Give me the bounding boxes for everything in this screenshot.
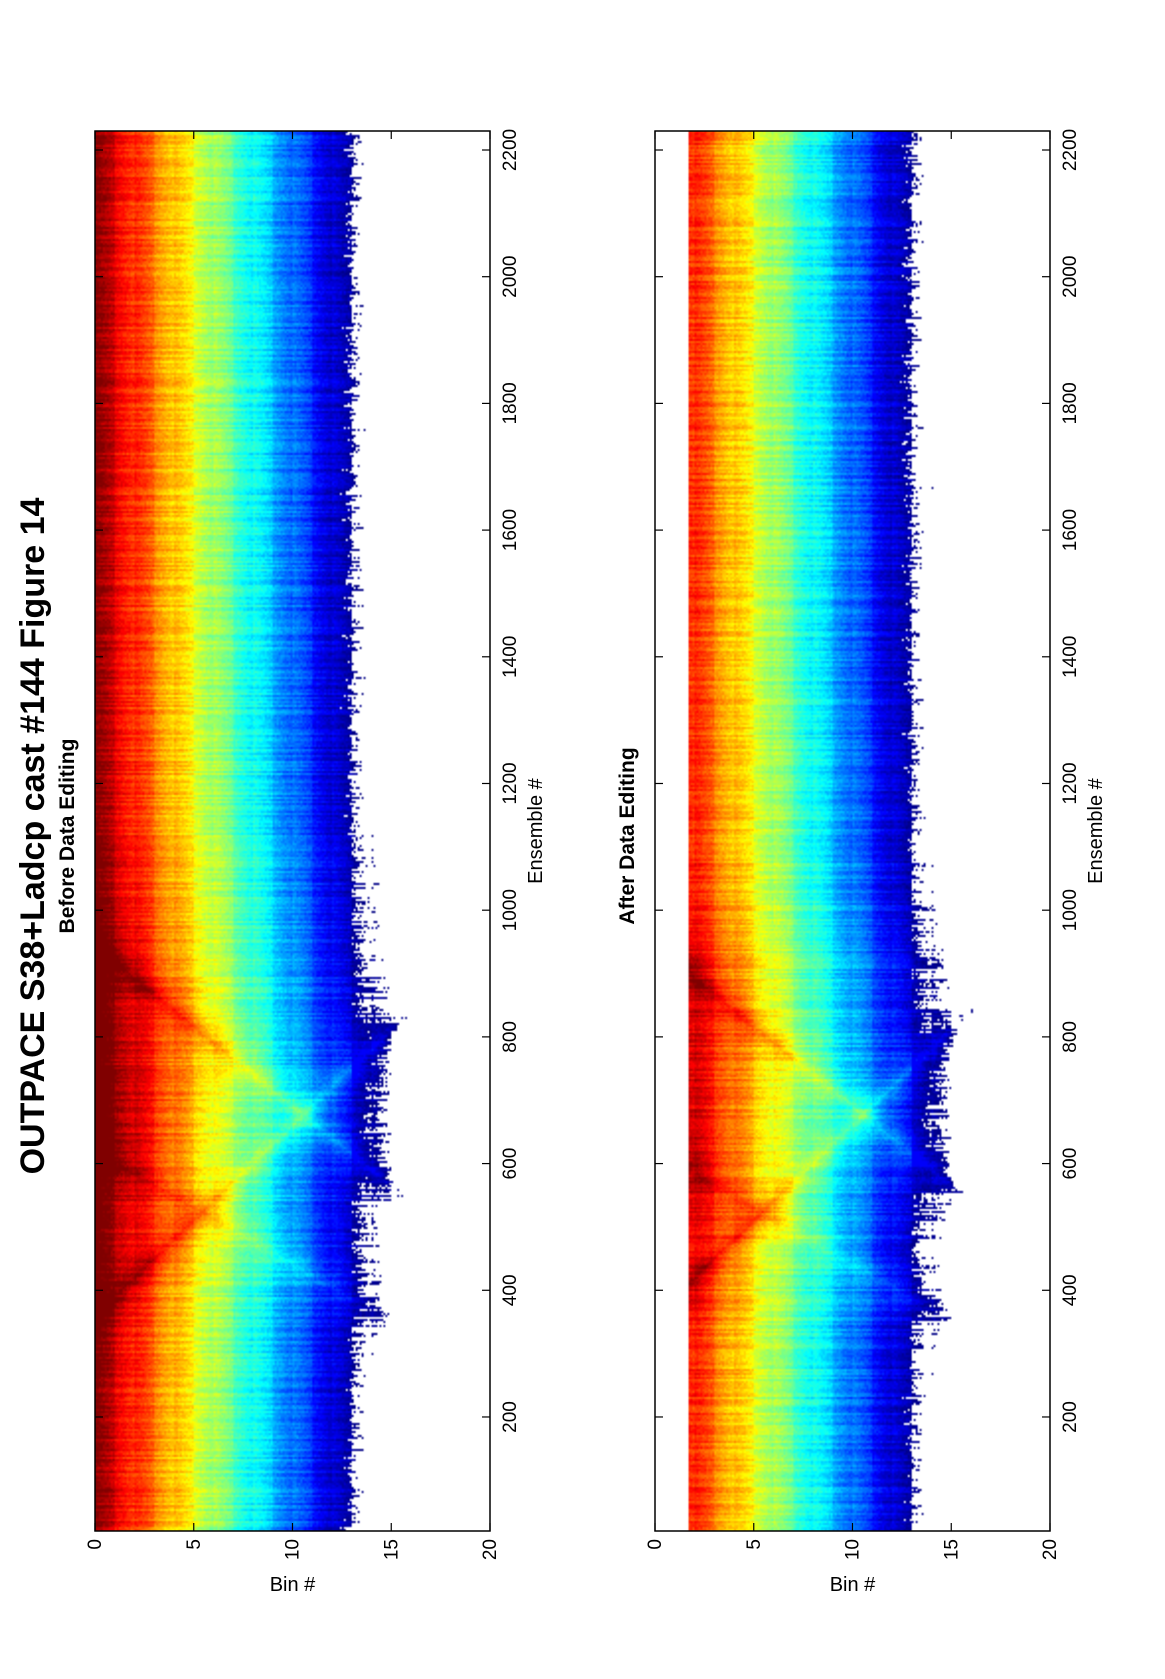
x-tick-label: 1200	[500, 762, 521, 804]
heatmap-image-after	[655, 131, 1050, 1531]
heatmap-panel-after: After Data Editing 200400600800100012001…	[616, 129, 1107, 1596]
x-tick-label: 200	[1060, 1401, 1081, 1433]
y-tick-label: 5	[744, 1539, 765, 1550]
y-tick-label: 5	[184, 1539, 205, 1550]
x-tick-label: 1000	[500, 889, 521, 931]
x-tick-label: 1200	[1060, 762, 1081, 804]
x-tick-label: 1400	[500, 636, 521, 678]
x-tick-label: 400	[1060, 1274, 1081, 1306]
figure-title: OUTPACE S38+Ladcp cast #144 Figure 14	[14, 498, 52, 1175]
y-tick-label: 0	[645, 1539, 666, 1550]
x-tick-label: 800	[1060, 1021, 1081, 1053]
panel-title-before: Before Data Editing	[56, 739, 79, 934]
y-axis-label-after: Bin #	[830, 1574, 876, 1596]
heatmap-image-before	[95, 131, 490, 1531]
y-tick-label: 20	[1040, 1539, 1061, 1560]
x-tick-label: 1600	[1060, 509, 1081, 551]
x-tick-label: 2200	[500, 129, 521, 171]
y-tick-label: 20	[480, 1539, 501, 1560]
y-tick-label: 15	[941, 1539, 962, 1560]
panel-title-after: After Data Editing	[616, 747, 639, 924]
y-tick-label: 10	[283, 1539, 304, 1560]
y-axis-label-before: Bin #	[270, 1574, 316, 1596]
heatmap-panel-before: Before Data Editing 20040060080010001200…	[56, 129, 547, 1596]
x-axis-label-after: Ensemble #	[1085, 777, 1107, 883]
x-tick-label: 1400	[1060, 636, 1081, 678]
x-axis-label-before: Ensemble #	[525, 777, 547, 883]
y-tick-label: 10	[843, 1539, 864, 1560]
y-axis-after: 0 5 10 15 20	[645, 131, 1061, 1560]
x-tick-label: 2000	[500, 256, 521, 298]
x-tick-label: 1600	[500, 509, 521, 551]
y-tick-label: 0	[85, 1539, 106, 1550]
x-tick-label: 200	[500, 1401, 521, 1433]
x-tick-label: 2200	[1060, 129, 1081, 171]
x-axis-before: 200 400 600 800 1000 1200 1400 1600 1800 2000 2200	[95, 129, 521, 1433]
x-tick-label: 1000	[1060, 889, 1081, 931]
x-tick-label: 2000	[1060, 256, 1081, 298]
x-axis-after: 200 400 600 800 1000 1200 1400 1600 1800 2000 2200	[655, 129, 1081, 1433]
y-axis-before: 0 5 10 15 20	[85, 131, 501, 1560]
x-tick-label: 600	[1060, 1148, 1081, 1180]
x-tick-label: 1800	[1060, 382, 1081, 424]
y-tick-label: 15	[381, 1539, 402, 1560]
x-tick-label: 600	[500, 1148, 521, 1180]
x-tick-label: 1800	[500, 382, 521, 424]
x-tick-label: 400	[500, 1274, 521, 1306]
x-tick-label: 800	[500, 1021, 521, 1053]
